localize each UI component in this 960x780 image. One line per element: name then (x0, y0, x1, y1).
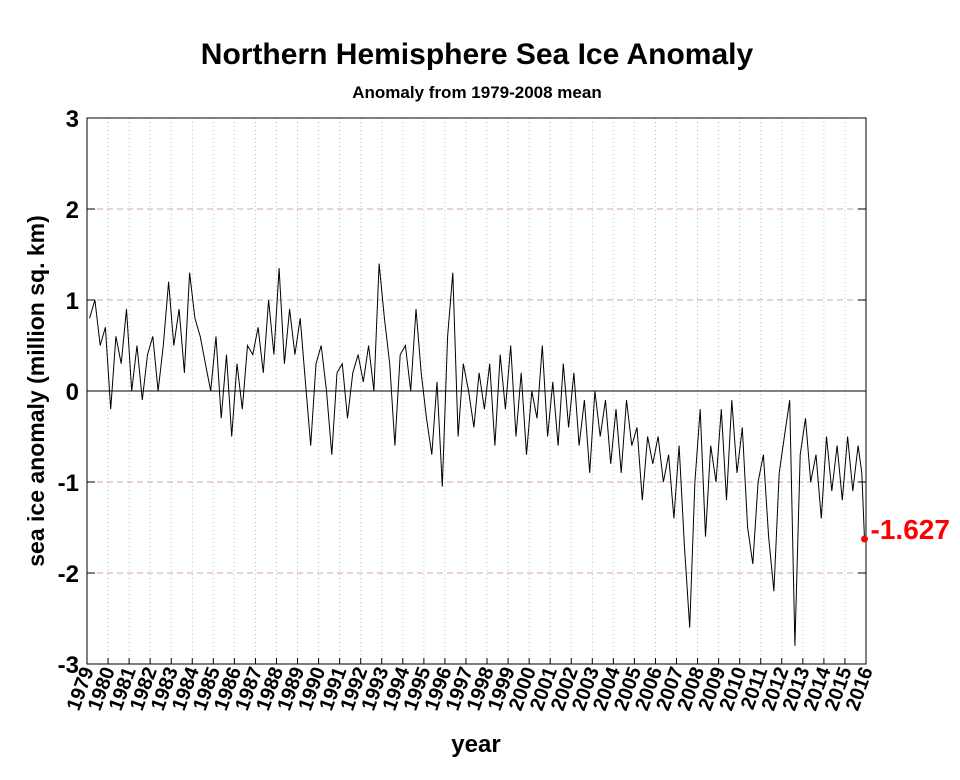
data-line (89, 263, 865, 646)
last-value-label: -1.627 (871, 514, 950, 545)
plot-frame (86, 117, 867, 665)
y-axis-label: sea ice anomaly (million sq. km) (23, 215, 49, 567)
y-tick-label: 1 (66, 288, 79, 315)
chart-subtitle: Anomaly from 1979-2008 mean (352, 83, 601, 102)
y-tick-label: 0 (66, 379, 79, 406)
y-tick-label: -3 (58, 652, 79, 679)
y-tick-label: 3 (66, 106, 79, 133)
x-axis-label: year (451, 731, 500, 758)
last-point (861, 535, 869, 543)
chart-title: Northern Hemisphere Sea Ice Anomaly (201, 38, 754, 71)
y-tick-label: 2 (66, 197, 79, 224)
y-tick-label: -2 (58, 561, 79, 588)
y-tick-label: -1 (58, 470, 79, 497)
